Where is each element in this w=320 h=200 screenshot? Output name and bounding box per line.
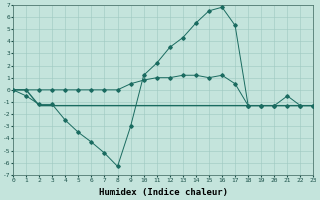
X-axis label: Humidex (Indice chaleur): Humidex (Indice chaleur) [99, 188, 228, 197]
